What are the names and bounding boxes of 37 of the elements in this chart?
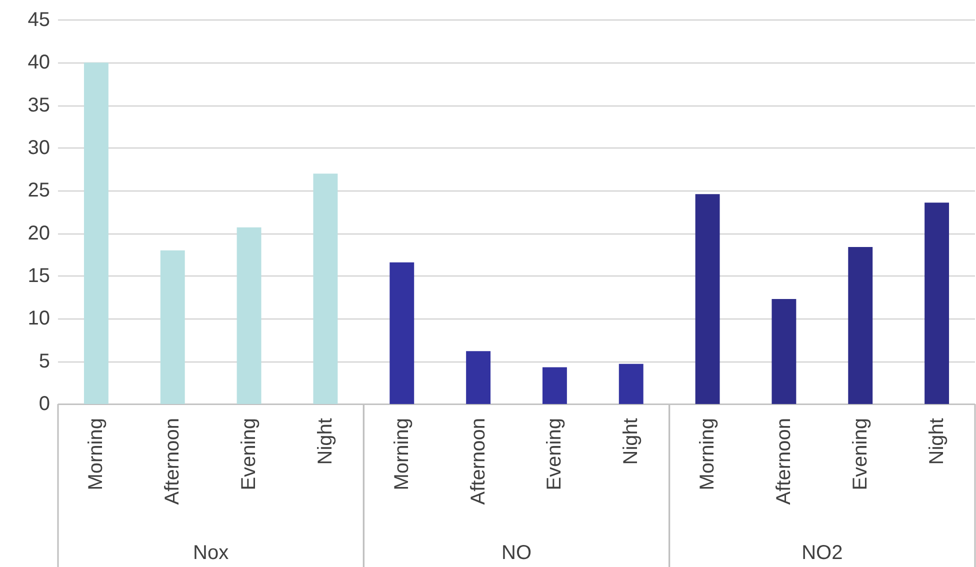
x-tick-label: Night xyxy=(314,418,336,465)
text: NO2 xyxy=(802,542,843,564)
x-tick-label: Afternoon xyxy=(162,418,184,505)
y-tick-label: 45 xyxy=(28,9,50,31)
x-tick-label: Night xyxy=(620,418,642,465)
y-tick-label: 15 xyxy=(28,265,50,287)
bar xyxy=(848,246,873,404)
bar xyxy=(466,351,491,404)
y-tick-label: 35 xyxy=(28,94,50,116)
y-tick-label: 0 xyxy=(38,393,50,415)
bar xyxy=(313,174,338,404)
y-tick-label: 40 xyxy=(28,52,50,74)
bar xyxy=(542,367,567,404)
bar xyxy=(160,250,185,404)
x-tick-label: Morning xyxy=(85,418,108,490)
bar xyxy=(84,62,108,404)
text: Nox xyxy=(193,542,229,564)
y-tick-label: 20 xyxy=(28,222,50,244)
bar xyxy=(695,194,720,404)
x-tick-label: Afternoon xyxy=(772,418,795,505)
x-tick-label: Evening xyxy=(849,418,872,490)
bar xyxy=(924,202,950,404)
bar xyxy=(618,364,644,404)
bar xyxy=(236,227,262,404)
x-tick-label: Morning xyxy=(390,418,413,490)
x-tick-label: Evening xyxy=(544,418,566,490)
y-tick-label: 30 xyxy=(28,137,50,159)
y-tick-label: 10 xyxy=(28,308,50,330)
x-tick-label: Morning xyxy=(696,418,719,490)
x-tick-label: Afternoon xyxy=(467,418,490,505)
x-tick-label: Evening xyxy=(238,418,260,490)
x-tick-label: Night xyxy=(926,418,948,465)
y-tick-label: 5 xyxy=(38,350,50,372)
bar xyxy=(772,299,796,404)
y-tick-label: 25 xyxy=(28,180,50,202)
text: NO xyxy=(502,542,532,564)
bar xyxy=(390,262,414,404)
